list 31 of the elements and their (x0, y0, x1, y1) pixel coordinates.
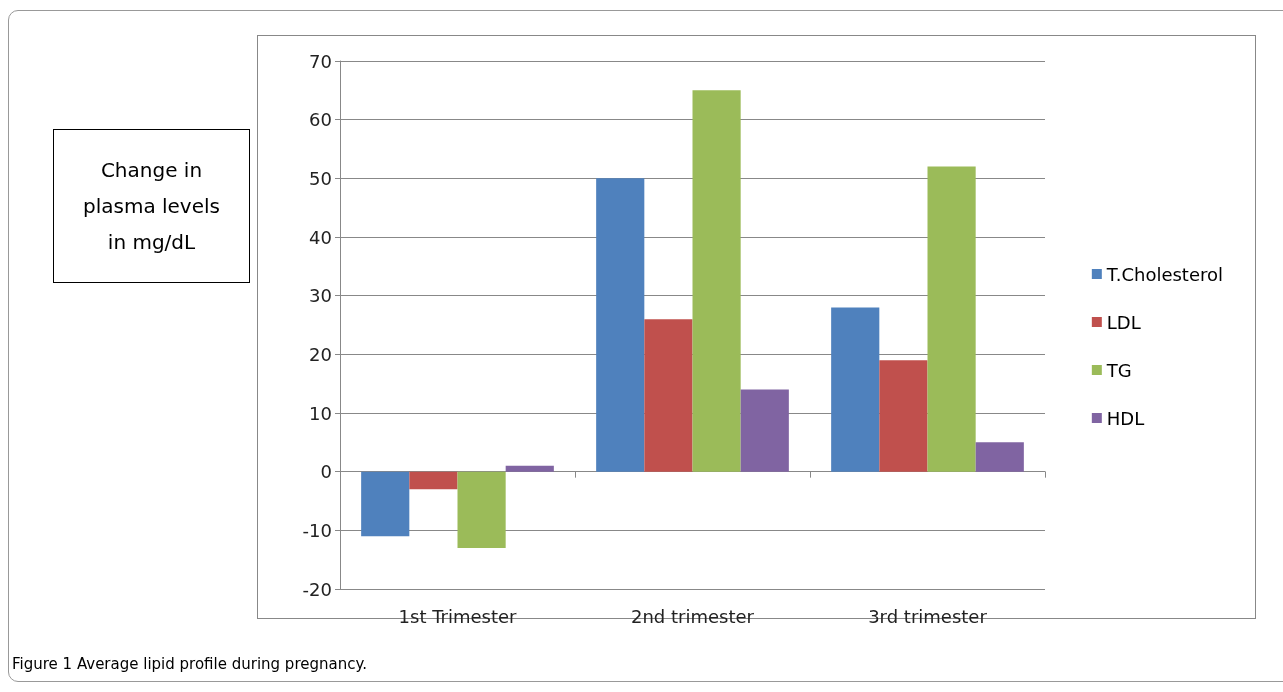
bar (409, 471, 458, 490)
y-tick-label: 10 (309, 402, 332, 424)
y-tick-label: 50 (309, 167, 332, 189)
bar (644, 319, 693, 472)
bar (692, 90, 741, 472)
bar (740, 389, 789, 472)
legend-label: LDL (1106, 311, 1141, 333)
bar (361, 471, 410, 537)
legend-label: T.Cholesterol (1105, 263, 1224, 285)
y-tick-label: 30 (309, 285, 332, 307)
y-tick-label: 40 (309, 226, 332, 248)
y-tick-label: -10 (302, 519, 332, 541)
bar (596, 178, 645, 472)
y-tick-label: -20 (302, 578, 332, 600)
y-tick-label: 0 (320, 461, 332, 483)
bar (831, 307, 880, 472)
x-tick-label: 2nd trimester (631, 605, 755, 627)
bar (927, 166, 976, 472)
y-tick-label: 20 (309, 343, 332, 365)
bar (457, 471, 506, 548)
bar (505, 465, 554, 472)
y-tick-label: 60 (309, 109, 332, 131)
caption: Figure 1 Average lipid profile during pregnancy. (12, 655, 367, 673)
legend-label: TG (1105, 359, 1132, 381)
y-axis-title: Change in plasma levels in mg/dL (53, 129, 250, 283)
bar (975, 442, 1024, 472)
x-tick-label: 1st Trimester (398, 605, 518, 627)
legend-label: HDL (1106, 407, 1145, 429)
bar (879, 360, 928, 472)
x-tick-label: 3rd trimester (868, 605, 988, 627)
y-tick-label: 70 (309, 50, 332, 72)
